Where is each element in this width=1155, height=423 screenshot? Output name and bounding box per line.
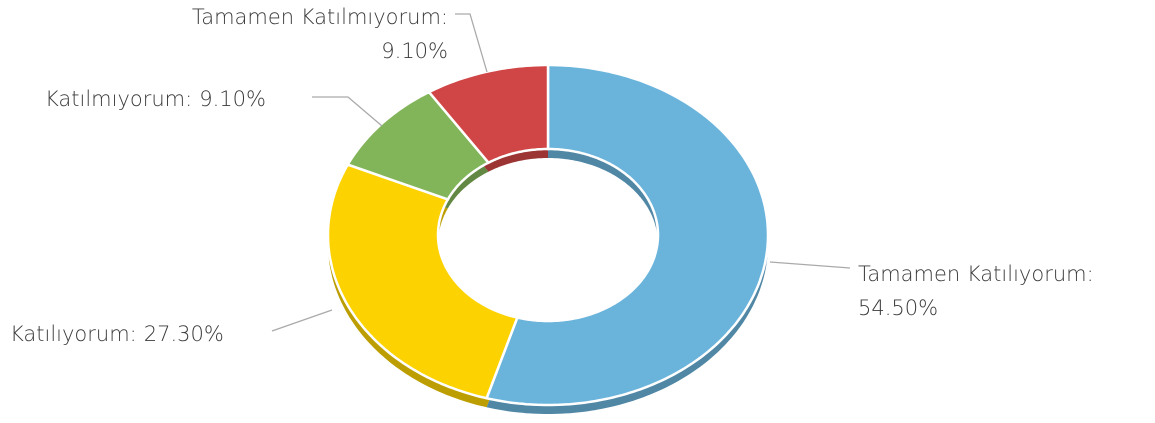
leader-line xyxy=(455,13,488,73)
slice-label: Katılmıyorum: 9.10% xyxy=(45,87,266,111)
category-label: Tamamen Katılıyorum: xyxy=(858,262,1094,286)
value-label: 9.10% xyxy=(199,87,266,111)
leader-line xyxy=(769,261,851,269)
value-label: 54.50% xyxy=(858,296,938,320)
leader-line xyxy=(312,96,383,127)
slice xyxy=(426,63,550,165)
value-label: 27.30% xyxy=(144,322,224,346)
category-label: Katılmıyorum: xyxy=(45,87,192,111)
leader-line xyxy=(271,309,333,332)
slice xyxy=(326,163,519,400)
category-label: Katılıyorum: xyxy=(10,322,137,346)
value-label: 9.10% xyxy=(381,39,448,63)
category-label: Tamamen Katılmıyorum: xyxy=(192,5,448,29)
slice-label: Katılıyorum: 27.30% xyxy=(10,322,224,346)
